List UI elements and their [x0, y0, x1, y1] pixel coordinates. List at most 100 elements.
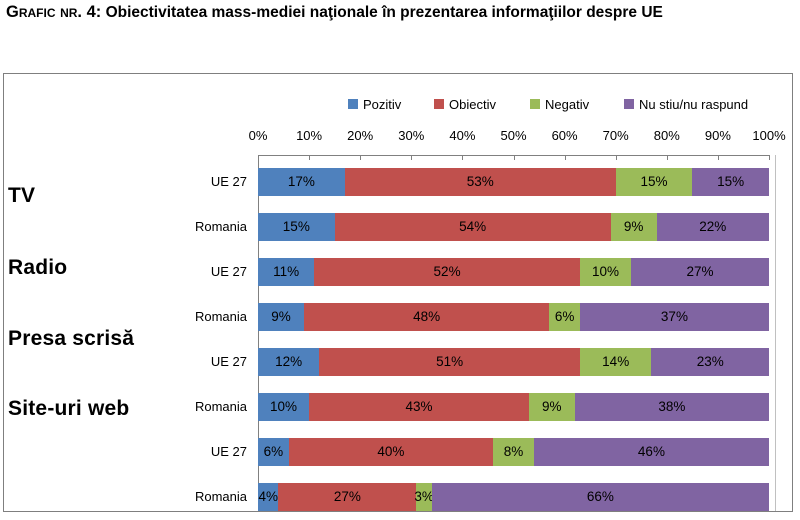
- bar-value-label: 14%: [602, 354, 630, 369]
- stacked-bar: 4% 27% 3% 66%: [258, 483, 769, 511]
- bar-segment-nu-stiu-nu-raspund: 15%: [692, 168, 769, 196]
- bar-value-label: 54%: [459, 219, 487, 234]
- x-tick-mark: [360, 155, 362, 160]
- x-tick-label: 90%: [704, 128, 731, 143]
- legend-item: Pozitiv: [348, 96, 401, 112]
- bar-segment-obiectiv: 48%: [303, 303, 550, 331]
- bar-value-label: 6%: [263, 444, 284, 459]
- stacked-bar: 11% 52% 10% 27%: [258, 258, 769, 286]
- stacked-bar: 17% 53% 15% 15%: [258, 168, 769, 196]
- plot-right-border: [775, 155, 776, 511]
- bar-value-label: 4%: [258, 489, 278, 504]
- x-tick-label: 50%: [500, 128, 527, 143]
- x-tick-label: 60%: [551, 128, 578, 143]
- bar-segment-nu-stiu-nu-raspund: 46%: [533, 438, 769, 466]
- legend-swatch-3: [530, 99, 540, 109]
- row-label: UE 27: [210, 174, 247, 189]
- x-tick-mark: [513, 155, 515, 160]
- legend-swatch-1: [348, 99, 358, 109]
- legend-swatch-4: [624, 99, 634, 109]
- bar-segment-negativ: 9%: [528, 393, 575, 421]
- legend-item: Nu stiu/nu raspund: [624, 96, 748, 112]
- group-label: TV: [8, 184, 36, 207]
- bar-value-label: 12%: [275, 354, 303, 369]
- bar-segment-pozitiv: 12%: [258, 348, 320, 376]
- stacked-bar: 15% 54% 9% 22%: [258, 213, 769, 241]
- stacked-bar: 6% 40% 8% 46%: [258, 438, 769, 466]
- bar-segment-negativ: 6%: [549, 303, 580, 331]
- bar-value-label: 15%: [717, 174, 745, 189]
- bar-value-label: 22%: [699, 219, 727, 234]
- legend-label: Pozitiv: [363, 96, 402, 112]
- bar-value-label: 53%: [466, 174, 494, 189]
- bar-value-label: 51%: [436, 354, 464, 369]
- bar-value-label: 40%: [377, 444, 405, 459]
- bar-segment-negativ: 15%: [615, 168, 693, 196]
- row-label: Romania: [194, 219, 247, 234]
- bar-segment-pozitiv: 6%: [258, 438, 289, 466]
- x-tick-mark: [462, 155, 464, 160]
- bar-segment-obiectiv: 43%: [309, 393, 529, 421]
- row-label: UE 27: [210, 354, 247, 369]
- group-label: Presa scrisă: [8, 327, 135, 350]
- legend-label: Obiectiv: [449, 96, 496, 112]
- bar-value-label: 8%: [503, 444, 524, 459]
- bar-value-label: 48%: [413, 309, 441, 324]
- bar-segment-pozitiv: 10%: [258, 393, 310, 421]
- x-tick-label: 70%: [602, 128, 629, 143]
- legend-item: Obiectiv: [434, 96, 496, 112]
- legend-label: Negativ: [545, 96, 590, 112]
- bar-segment-obiectiv: 54%: [334, 213, 611, 241]
- row-label: UE 27: [210, 444, 247, 459]
- stacked-bar: 9% 48% 6% 37%: [258, 303, 769, 331]
- group-label: Radio: [8, 256, 68, 279]
- legend-item: Negativ: [530, 96, 589, 112]
- bar-segment-pozitiv: 9%: [258, 303, 304, 331]
- x-tick-mark: [309, 155, 311, 160]
- x-tick-mark: [666, 155, 668, 160]
- bar-segment-pozitiv: 11%: [258, 258, 315, 286]
- bar-value-label: 9%: [623, 219, 644, 234]
- bar-value-label: 9%: [542, 399, 562, 414]
- x-tick-label: 30%: [398, 128, 425, 143]
- group-label: Site-uri web: [8, 397, 130, 420]
- bar-segment-obiectiv: 52%: [314, 258, 580, 286]
- bar-value-label: 15%: [282, 219, 310, 234]
- bar-segment-negativ: 10%: [579, 258, 632, 286]
- bar-segment-obiectiv: 53%: [344, 168, 616, 196]
- bar-segment-pozitiv: 4%: [258, 483, 279, 511]
- legend-swatch-2: [434, 99, 444, 109]
- bar-value-label: 3%: [414, 489, 434, 504]
- legend-label: Nu stiu/nu raspund: [639, 96, 749, 112]
- bar-value-label: 9%: [271, 309, 291, 324]
- row-label: Romania: [194, 489, 247, 504]
- bar-value-label: 66%: [586, 489, 614, 504]
- bar-segment-pozitiv: 17%: [258, 168, 345, 196]
- bar-value-label: 10%: [591, 264, 619, 279]
- bar-value-label: 38%: [658, 399, 686, 414]
- bar-segment-negativ: 9%: [610, 213, 657, 241]
- bar-segment-negativ: 14%: [579, 348, 652, 376]
- x-tick-label: 100%: [752, 128, 786, 143]
- x-tick-label: 40%: [449, 128, 476, 143]
- chart-title-prefix: Grafic nr. 4:: [6, 3, 102, 21]
- bar-segment-nu-stiu-nu-raspund: 23%: [651, 348, 769, 376]
- plot-left-border: [258, 155, 259, 511]
- x-tick-label: 80%: [653, 128, 680, 143]
- row-label: UE 27: [210, 264, 247, 279]
- chart-title-text: Obiectivitatea mass-mediei naţionale în …: [101, 4, 663, 21]
- x-tick-mark: [564, 155, 566, 160]
- x-tick-mark: [411, 155, 413, 160]
- bar-segment-negativ: 3%: [414, 483, 434, 511]
- x-tick-label: 10%: [296, 128, 323, 143]
- bar-segment-pozitiv: 15%: [258, 213, 335, 241]
- bar-segment-obiectiv: 51%: [319, 348, 580, 376]
- bar-value-label: 27%: [686, 264, 714, 279]
- bar-value-label: 27%: [333, 489, 361, 504]
- bar-segment-obiectiv: 27%: [278, 483, 417, 511]
- bar-value-label: 10%: [270, 399, 298, 414]
- bar-value-label: 23%: [696, 354, 724, 369]
- bar-segment-negativ: 8%: [493, 438, 534, 466]
- x-tick-label: 0%: [248, 128, 268, 143]
- bar-value-label: 11%: [273, 264, 300, 279]
